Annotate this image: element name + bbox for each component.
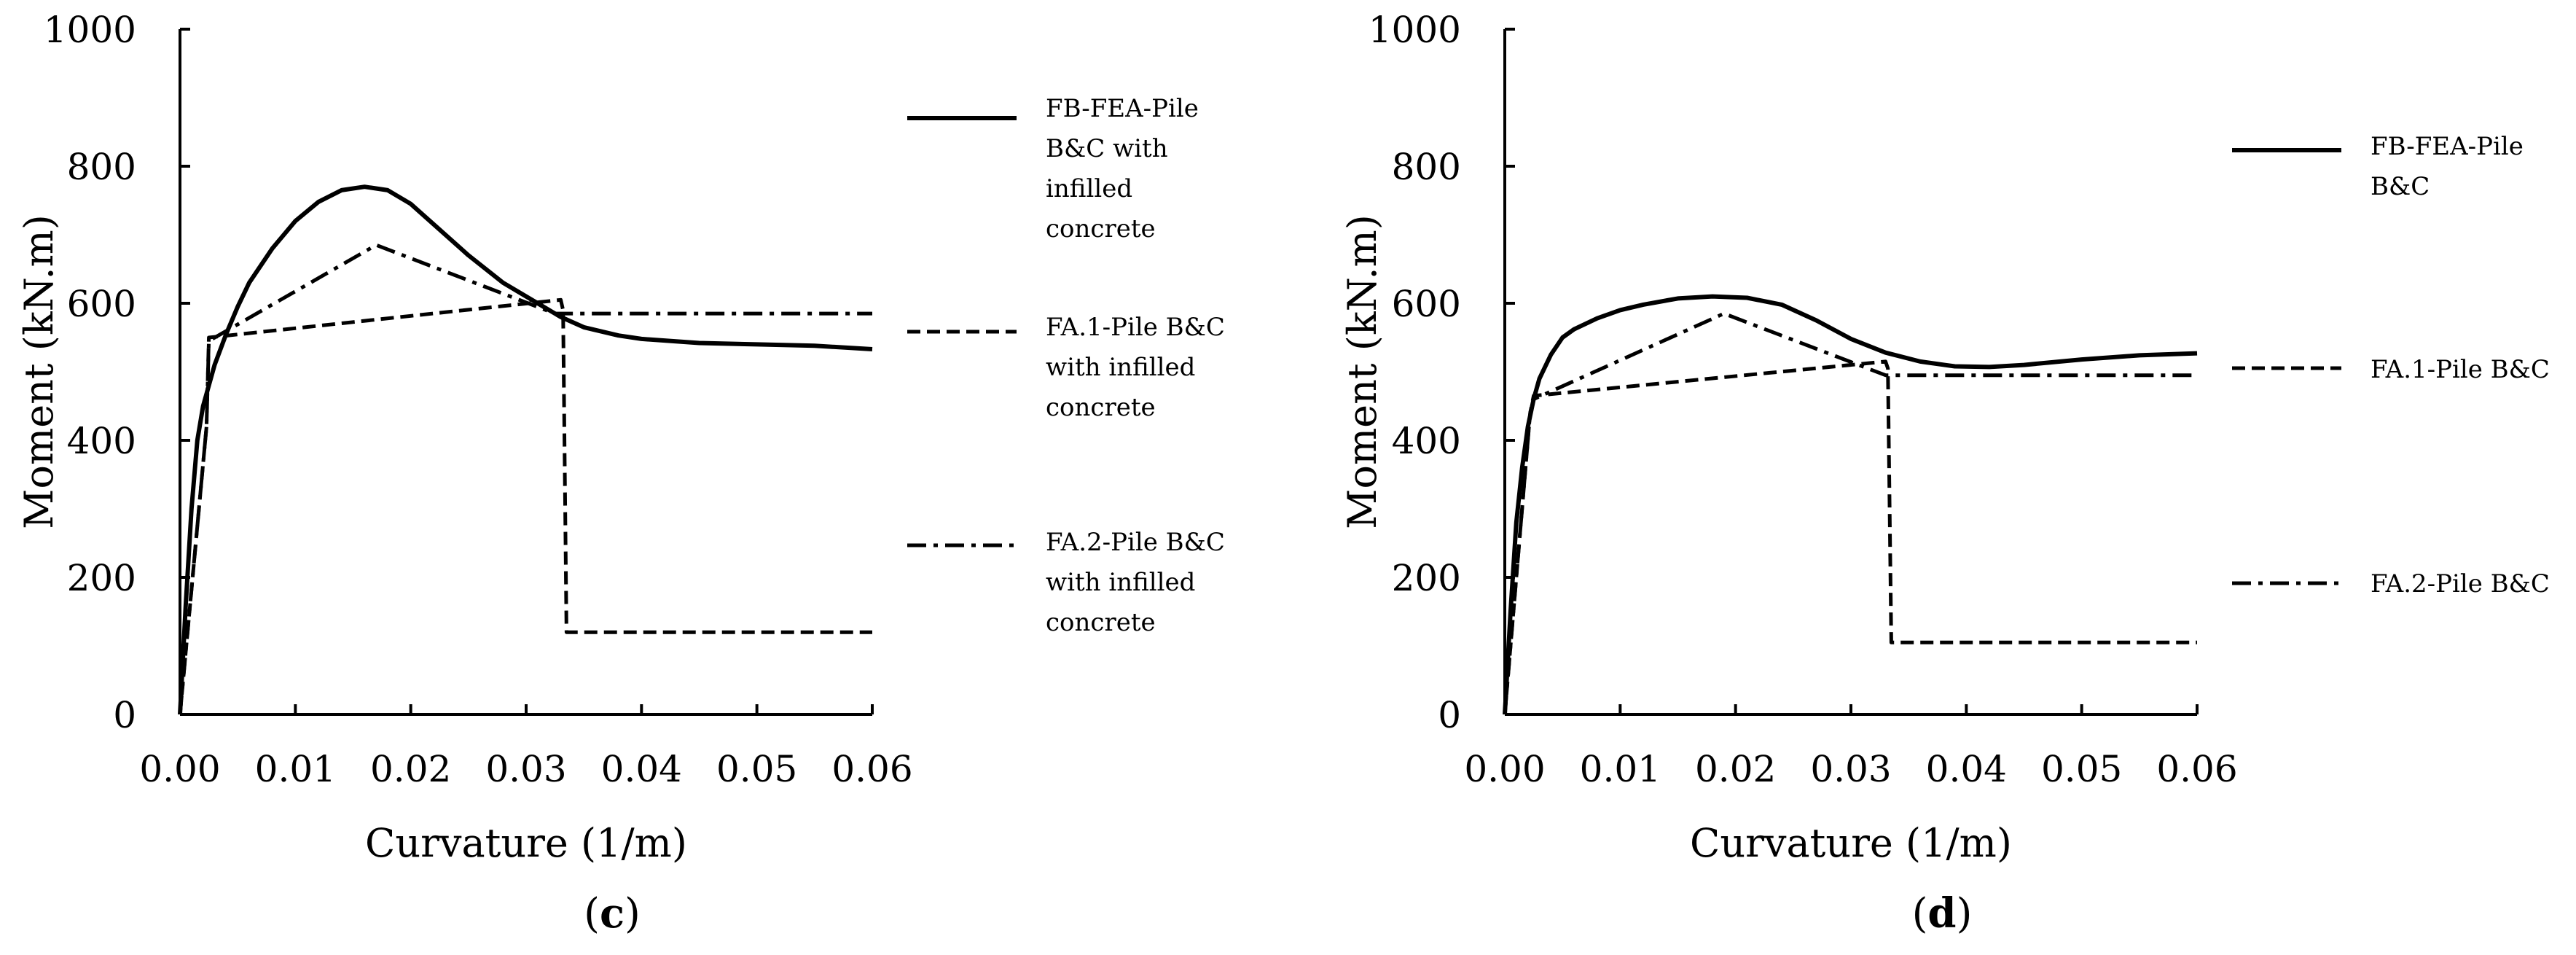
panel-label-letter: c <box>600 889 625 938</box>
x-tick-label: 0.00 <box>1464 748 1545 790</box>
y-tick-label: 1000 <box>44 9 136 51</box>
series-line-dashdot <box>178 243 872 715</box>
x-tick-label: 0.01 <box>255 748 336 790</box>
legend-label: infilled <box>1046 174 1132 203</box>
y-tick-label: 400 <box>1392 420 1461 462</box>
x-axis-title: Curvature (1/m) <box>365 820 687 866</box>
chart-panel-c: 0 200 400 600 800 1000 0.00 0.01 0.02 0.03 0.04 0.0… <box>16 9 1225 938</box>
x-tick-label: 0.05 <box>716 748 797 790</box>
series-line-solid <box>1503 294 2198 715</box>
panel-label: (d) <box>1912 889 1973 938</box>
y-tick-label: 600 <box>1392 283 1461 325</box>
legend-label: concrete <box>1046 393 1156 422</box>
series-line-solid <box>178 184 873 715</box>
x-tick-label: 0.01 <box>1580 748 1661 790</box>
y-tick-label: 800 <box>67 146 136 188</box>
legend-label: B&C with <box>1046 134 1168 163</box>
legend-label: with infilled <box>1046 353 1195 382</box>
x-tick-label: 0.06 <box>2156 748 2237 790</box>
legend-label: concrete <box>1046 214 1156 243</box>
legend-label: FA.1-Pile B&C <box>1046 313 1225 342</box>
legend-label: FB-FEA-Pile <box>1046 94 1199 123</box>
y-axis-title: Moment (kN.m) <box>16 214 62 529</box>
x-tick-label: 0.02 <box>370 748 451 790</box>
x-axis-title: Curvature (1/m) <box>1690 820 2012 866</box>
legend-label: B&C <box>2371 172 2430 201</box>
panel-label-close: ) <box>1957 890 1973 938</box>
panel-label-open: ( <box>1912 890 1928 938</box>
x-tick-label: 0.04 <box>1926 748 2007 790</box>
series-line-dashdot <box>1503 311 2197 715</box>
x-tick-label: 0.04 <box>601 748 682 790</box>
legend-label: FA.2-Pile B&C <box>1046 528 1225 557</box>
panel-label: (c) <box>584 889 641 938</box>
y-tick-label: 600 <box>67 283 136 325</box>
panel-label-letter: d <box>1927 889 1956 938</box>
legend-label: with infilled <box>1046 568 1195 597</box>
chart-panel-d: 0 200 400 600 800 1000 0.00 0.01 0.02 0.03 0.04 0.0… <box>1339 9 2550 938</box>
x-tick-label: 0.05 <box>2041 748 2122 790</box>
panel-label-open: ( <box>584 890 600 938</box>
x-tick-label: 0.06 <box>831 748 912 790</box>
y-tick-label: 0 <box>113 694 136 736</box>
y-tick-label: 0 <box>1438 694 1461 736</box>
y-tick-label: 200 <box>67 557 136 599</box>
x-tick-label: 0.02 <box>1695 748 1776 790</box>
y-tick-label: 1000 <box>1369 9 1461 51</box>
y-tick-label: 400 <box>67 420 136 462</box>
panel-label-close: ) <box>625 890 641 938</box>
y-tick-label: 800 <box>1392 146 1461 188</box>
legend: FB-FEA-Pile B&C FA.1-Pile B&C FA.2-Pile B&C <box>2232 132 2550 599</box>
series-line-dashed <box>1503 359 2197 715</box>
legend: FB-FEA-Pile B&C with infilled concrete FA.1-… <box>907 94 1225 637</box>
y-axis-title: Moment (kN.m) <box>1339 214 1385 529</box>
legend-label: FB-FEA-Pile <box>2371 132 2524 161</box>
x-tick-label: 0.00 <box>139 748 220 790</box>
legend-label: FA.2-Pile B&C <box>2371 569 2550 599</box>
x-tick-label: 0.03 <box>1810 748 1891 790</box>
legend-label: FA.1-Pile B&C <box>2371 355 2550 384</box>
y-tick-label: 200 <box>1392 557 1461 599</box>
series-line-dashed <box>178 297 872 715</box>
x-tick-label: 0.03 <box>485 748 566 790</box>
legend-label: concrete <box>1046 608 1156 637</box>
